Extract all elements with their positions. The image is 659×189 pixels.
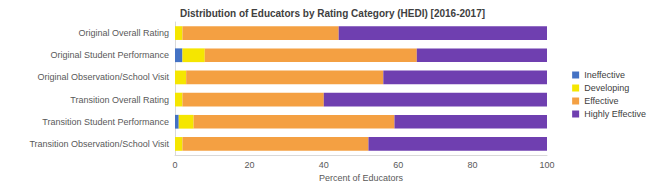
svg-text:Transition Overall Rating: Transition Overall Rating xyxy=(70,95,169,105)
svg-text:80: 80 xyxy=(468,160,478,170)
svg-text:Percent of Educators: Percent of Educators xyxy=(319,173,404,183)
svg-text:20: 20 xyxy=(244,160,254,170)
svg-text:Distribution of Educators by R: Distribution of Educators by Rating Cate… xyxy=(180,8,485,19)
svg-text:Original Observation/School Vi: Original Observation/School Visit xyxy=(38,72,170,82)
svg-text:Effective: Effective xyxy=(584,96,618,106)
svg-text:Highly Effective: Highly Effective xyxy=(584,109,646,119)
svg-text:60: 60 xyxy=(393,160,403,170)
svg-text:0: 0 xyxy=(172,160,177,170)
svg-text:Ineffective: Ineffective xyxy=(584,70,625,80)
svg-text:Original Student Performance: Original Student Performance xyxy=(50,50,169,60)
svg-text:40: 40 xyxy=(319,160,329,170)
svg-text:100: 100 xyxy=(539,160,554,170)
svg-text:Transition Observation/School: Transition Observation/School Visit xyxy=(29,139,169,149)
svg-text:Developing: Developing xyxy=(584,83,629,93)
svg-text:Original Overall Rating: Original Overall Rating xyxy=(78,28,169,38)
svg-text:Transition Student Performance: Transition Student Performance xyxy=(42,117,169,127)
